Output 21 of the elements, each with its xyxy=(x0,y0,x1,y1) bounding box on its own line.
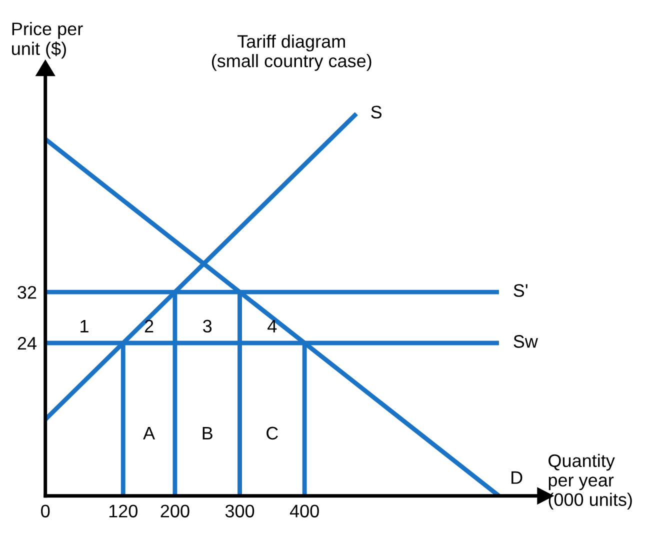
y-axis-title: Price per unit ($) xyxy=(12,22,83,59)
x-axis-title: Quantity per year (000 units) xyxy=(548,454,632,510)
annotation: 2 xyxy=(144,320,154,332)
series-label: Sw xyxy=(514,335,538,348)
x-tick-label: 400 xyxy=(290,504,319,518)
annotation: 4 xyxy=(268,320,277,332)
y-tick-label: 24 xyxy=(18,336,36,350)
chart-title: Tariff diagram (small country case) xyxy=(212,34,372,71)
annotation: 1 xyxy=(80,320,88,332)
x-tick-label: 0 xyxy=(41,504,50,518)
y-tick-label: 32 xyxy=(18,286,36,299)
x-tick-label: 120 xyxy=(109,504,138,518)
series-label: S xyxy=(371,106,382,119)
annotation: C xyxy=(266,426,278,440)
x-tick-label: 300 xyxy=(225,504,254,518)
series-label: S' xyxy=(514,284,528,297)
x-tick-label: 200 xyxy=(160,504,190,518)
annotation: 3 xyxy=(203,320,212,333)
series-label: D xyxy=(512,471,522,484)
annotation: B xyxy=(202,426,212,440)
annotation: A xyxy=(143,426,156,440)
